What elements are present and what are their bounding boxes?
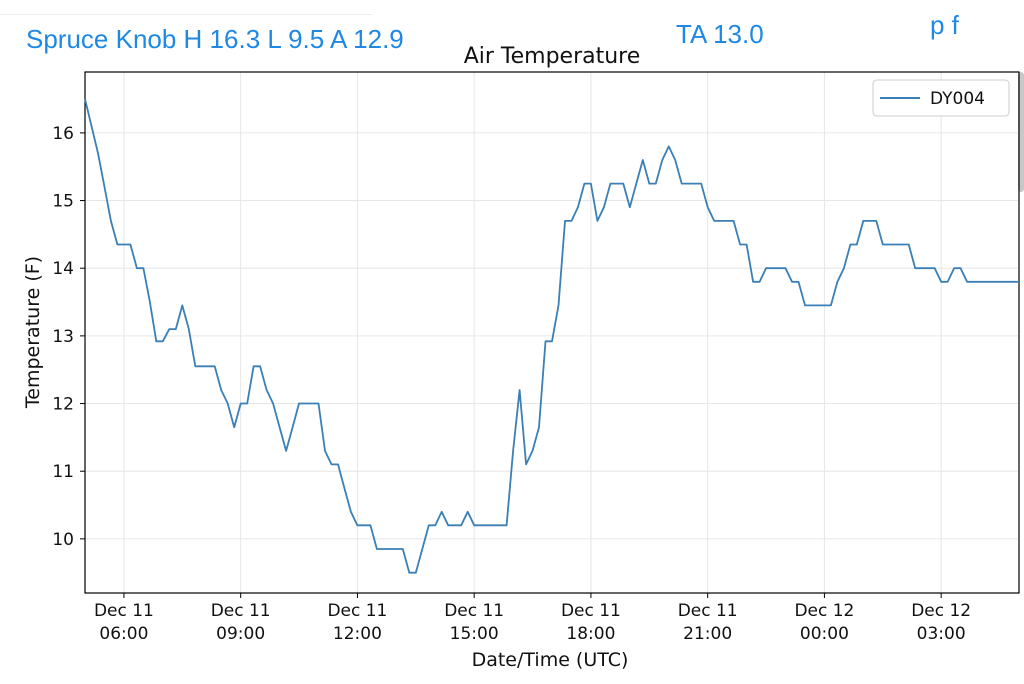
x-tick-label-date: Dec 11 [561, 601, 621, 621]
x-axis-title: Date/Time (UTC) [472, 649, 629, 671]
legend-box [872, 79, 1010, 117]
y-tick-label: 11 [52, 462, 74, 482]
x-tick-label-time: 15:00 [450, 624, 499, 644]
x-tick-label-time: 09:00 [216, 624, 265, 644]
x-tick-label-time: 03:00 [917, 624, 966, 644]
x-tick-label-date: Dec 12 [794, 601, 854, 621]
y-tick-label: 14 [52, 259, 74, 279]
grid [85, 72, 1019, 593]
x-tick-label-date: Dec 12 [911, 601, 971, 621]
x-tick-label-time: 21:00 [683, 624, 732, 644]
chart-title: Air Temperature [464, 44, 641, 69]
legend-label: DY004 [930, 89, 985, 109]
station-summary-link[interactable]: Spruce Knob H 16.3 L 9.5 A 12.9 [26, 24, 404, 54]
pf-links[interactable]: p f [930, 10, 959, 40]
header-separator [0, 14, 372, 15]
scrollbar[interactable] [1018, 72, 1024, 192]
y-tick-label: 16 [52, 124, 74, 144]
x-tick-label-date: Dec 11 [211, 601, 271, 621]
x-tick-label-time: 00:00 [800, 624, 849, 644]
x-tick-label-time: 06:00 [99, 624, 148, 644]
plot-frame [84, 71, 1020, 594]
ta-readout-link[interactable]: TA 13.0 [676, 19, 764, 49]
x-tick-label-date: Dec 11 [94, 601, 154, 621]
y-axis-title: Temperature (F) [22, 256, 44, 409]
y-tick-label: 13 [52, 327, 74, 347]
x-tick-label-date: Dec 11 [444, 601, 504, 621]
x-tick-label-date: Dec 11 [678, 601, 738, 621]
y-tick-label: 12 [52, 395, 74, 415]
x-tick-label-time: 18:00 [566, 624, 615, 644]
legend: DY004 [872, 79, 1010, 117]
axis-ticks: 10 11 12 13 14 15 16 Dec 11 06:00 Dec 11 09:00 Dec … [52, 124, 971, 644]
y-tick-label: 10 [52, 530, 74, 550]
x-tick-label-date: Dec 11 [327, 601, 387, 621]
y-tick-label: 15 [52, 192, 74, 212]
x-tick-label-time: 12:00 [333, 624, 382, 644]
series-line-dy004 [84, 98, 1019, 574]
series-layer [84, 98, 1019, 574]
